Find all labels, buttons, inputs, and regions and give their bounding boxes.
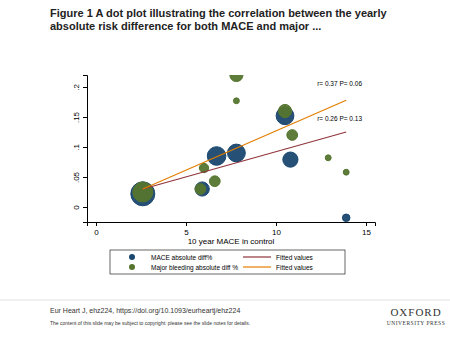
y-tick: .05 xyxy=(72,171,87,183)
bubble xyxy=(233,98,239,104)
x-tick: 5 xyxy=(184,222,189,237)
y-tick-mark xyxy=(83,117,87,118)
x-axis-title: 10 year MACE in control xyxy=(188,237,275,246)
x-tick: 10 xyxy=(272,222,281,237)
x-tick-label: 5 xyxy=(184,228,189,237)
legend-swatch xyxy=(243,266,271,267)
bubble xyxy=(283,152,298,167)
bubble xyxy=(133,182,153,202)
fitted-line xyxy=(143,132,346,189)
bubble xyxy=(195,184,206,195)
slide-title: Figure 1 A dot plot illustrating the cor… xyxy=(50,7,387,19)
legend: MACE absolute diff% Major bleeding absolu… xyxy=(110,250,345,274)
bubble xyxy=(228,144,246,162)
annotation: r= 0.26 P= 0.13 xyxy=(317,115,362,122)
legend-box xyxy=(110,250,345,274)
citation: Eur Heart J, ehz224, https://doi.org/10.… xyxy=(50,307,240,315)
x-tick-mark xyxy=(276,222,277,226)
y-axis-line xyxy=(83,76,88,223)
footer-rule xyxy=(0,300,450,301)
legend-swatch xyxy=(129,264,135,270)
bubble xyxy=(278,104,291,117)
x-axis-line xyxy=(88,223,376,227)
x-tick-mark xyxy=(186,222,187,226)
legend-swatch xyxy=(129,254,135,260)
y-tick: 0 xyxy=(72,205,87,210)
x-axis: 0 5 10 15 xyxy=(88,222,376,237)
bubble xyxy=(230,75,243,82)
y-tick-mark xyxy=(83,177,87,178)
x-tick-label: 15 xyxy=(362,228,371,237)
bubble xyxy=(209,176,220,187)
slide-title: absolute risk difference for both MACE a… xyxy=(50,20,321,32)
x-tick-label: 10 xyxy=(272,228,281,237)
legend-label: Major bleeding absolute diff % xyxy=(151,264,238,272)
y-tick-label: 0 xyxy=(72,205,81,210)
y-tick: .15 xyxy=(72,111,87,123)
bubble xyxy=(325,155,331,161)
bubble xyxy=(287,130,298,141)
y-tick: .2 xyxy=(72,84,87,91)
y-tick-mark xyxy=(83,207,87,208)
plot-area xyxy=(131,75,350,222)
x-tick-mark xyxy=(96,222,97,226)
x-tick-mark xyxy=(366,222,367,226)
x-tick-label: 0 xyxy=(94,228,99,237)
annotation: r= 0.37 P= 0.06 xyxy=(317,80,362,87)
y-tick: .1 xyxy=(72,144,87,151)
legend-label: Fitted values xyxy=(276,264,314,271)
x-tick: 15 xyxy=(362,222,371,237)
y-tick-label: .2 xyxy=(72,84,81,91)
slide: Figure 1 A dot plot illustrating the cor… xyxy=(0,0,450,338)
y-axis: 0 .05 .1 .15 .2 xyxy=(72,76,88,223)
bubble xyxy=(207,147,226,166)
publisher: OXFORD xyxy=(390,306,441,318)
copyright: The content of this slide may be subject… xyxy=(50,320,250,326)
y-tick-label: .05 xyxy=(72,171,81,183)
legend-label: Fitted values xyxy=(276,254,314,261)
bubble xyxy=(343,169,349,175)
legend-swatch xyxy=(243,256,271,257)
y-tick-label: .15 xyxy=(72,111,81,123)
legend-label: MACE absolute diff% xyxy=(151,254,213,261)
bubble xyxy=(195,182,209,196)
x-tick: 0 xyxy=(94,222,99,237)
y-tick-mark xyxy=(83,147,87,148)
bubble xyxy=(342,214,350,222)
y-tick-label: .1 xyxy=(72,144,81,151)
fitted-line xyxy=(143,100,346,189)
y-tick-mark xyxy=(83,87,87,88)
publisher: UNIVERSITY PRESS xyxy=(387,320,445,326)
